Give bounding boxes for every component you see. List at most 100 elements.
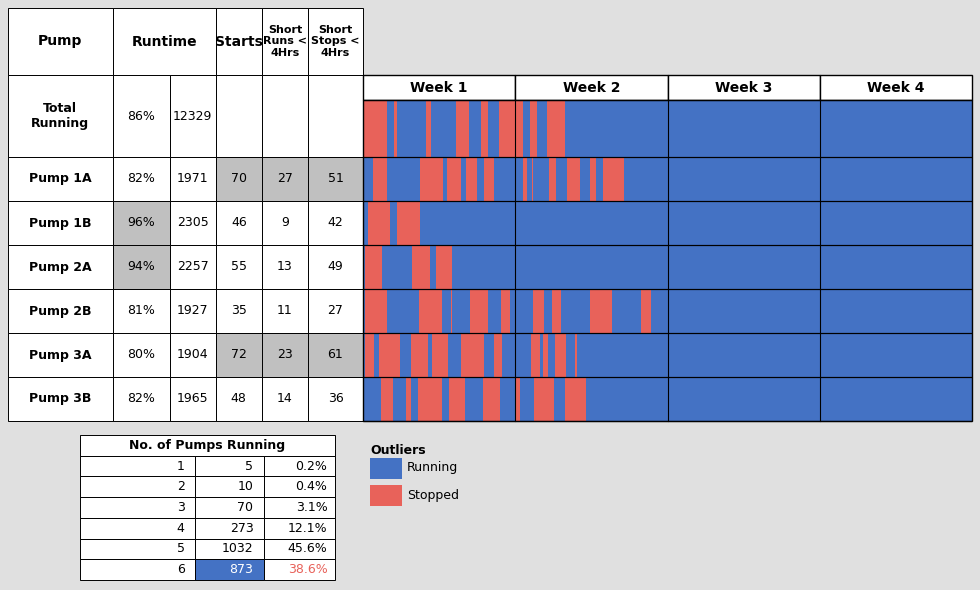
Bar — [411, 333, 427, 377]
Text: 1: 1 — [176, 460, 184, 473]
Bar — [264, 539, 335, 559]
Text: 0.2%: 0.2% — [296, 460, 327, 473]
Text: 48: 48 — [231, 392, 247, 405]
Bar — [8, 75, 113, 157]
Bar — [381, 377, 393, 421]
Bar — [262, 377, 308, 421]
Text: 2: 2 — [176, 480, 184, 493]
Bar — [113, 201, 170, 245]
Bar — [8, 289, 113, 333]
Text: Week 2: Week 2 — [563, 80, 620, 94]
Bar — [624, 157, 972, 201]
Text: 1032: 1032 — [221, 542, 254, 555]
Bar — [262, 157, 308, 201]
Text: Outliers: Outliers — [370, 444, 426, 457]
Bar — [565, 377, 586, 421]
Text: 27: 27 — [277, 172, 293, 185]
Bar — [483, 157, 494, 201]
Bar — [387, 157, 420, 201]
Bar — [533, 289, 544, 333]
Bar — [580, 157, 591, 201]
Bar — [374, 333, 378, 377]
Bar — [566, 157, 580, 201]
Bar — [8, 245, 113, 289]
Bar — [80, 518, 195, 539]
Bar — [488, 100, 499, 157]
Bar — [549, 157, 556, 201]
Bar — [262, 201, 308, 245]
Text: 55: 55 — [230, 261, 247, 274]
Text: 36: 36 — [327, 392, 343, 405]
Text: 82%: 82% — [127, 392, 155, 405]
Bar — [452, 289, 470, 333]
Bar — [430, 245, 435, 289]
Bar — [603, 157, 624, 201]
Bar — [540, 333, 543, 377]
Text: Pump 3B: Pump 3B — [29, 392, 91, 405]
Bar — [393, 377, 406, 421]
Text: 5: 5 — [176, 542, 184, 555]
Text: Runtime: Runtime — [131, 34, 197, 48]
Bar — [170, 289, 216, 333]
Bar — [363, 75, 515, 100]
Bar — [80, 559, 195, 580]
Bar — [387, 289, 418, 333]
Bar — [378, 333, 400, 377]
Bar — [264, 518, 335, 539]
Text: Short
Stops <
4Hrs: Short Stops < 4Hrs — [312, 25, 360, 58]
Bar — [449, 377, 466, 421]
Bar — [477, 157, 483, 201]
Text: No. of Pumps Running: No. of Pumps Running — [129, 439, 285, 452]
Bar — [596, 157, 603, 201]
Text: 82%: 82% — [127, 172, 155, 185]
Bar — [420, 157, 443, 201]
Bar — [170, 157, 216, 201]
Bar — [501, 377, 516, 421]
Text: Pump 1B: Pump 1B — [29, 217, 91, 230]
Text: Week 4: Week 4 — [867, 80, 924, 94]
Bar — [494, 333, 502, 377]
Bar — [480, 100, 488, 157]
Bar — [195, 518, 264, 539]
Text: Pump 2A: Pump 2A — [29, 261, 92, 274]
Bar — [373, 157, 387, 201]
Text: Pump: Pump — [38, 34, 82, 48]
Bar — [531, 157, 533, 201]
Text: 1904: 1904 — [176, 349, 209, 362]
Bar — [363, 333, 366, 377]
Bar — [216, 157, 262, 201]
Text: 3.1%: 3.1% — [296, 501, 327, 514]
Bar — [308, 157, 363, 201]
Text: Week 3: Week 3 — [715, 80, 772, 94]
Bar — [366, 333, 374, 377]
Bar — [412, 377, 418, 421]
Bar — [113, 377, 170, 421]
Bar — [561, 289, 590, 333]
Bar — [443, 157, 447, 201]
Bar — [502, 333, 531, 377]
Text: 2257: 2257 — [176, 261, 209, 274]
Text: Stopped: Stopped — [407, 489, 459, 502]
Bar — [80, 497, 195, 518]
Text: 46: 46 — [231, 217, 247, 230]
Text: 51: 51 — [327, 172, 343, 185]
Bar — [483, 377, 501, 421]
Bar — [515, 75, 667, 100]
Bar — [556, 157, 566, 201]
Bar — [264, 497, 335, 518]
Bar — [590, 289, 612, 333]
Bar — [501, 289, 510, 333]
Text: Running: Running — [407, 461, 459, 474]
Text: 70: 70 — [230, 172, 247, 185]
Bar — [466, 157, 477, 201]
Bar — [113, 289, 170, 333]
Text: Pump 1A: Pump 1A — [29, 172, 92, 185]
Bar — [216, 377, 262, 421]
Text: 80%: 80% — [127, 349, 155, 362]
Bar — [8, 377, 113, 421]
Bar — [543, 333, 548, 377]
Bar — [366, 245, 382, 289]
Bar — [586, 377, 972, 421]
Bar — [406, 377, 412, 421]
Bar — [483, 333, 494, 377]
